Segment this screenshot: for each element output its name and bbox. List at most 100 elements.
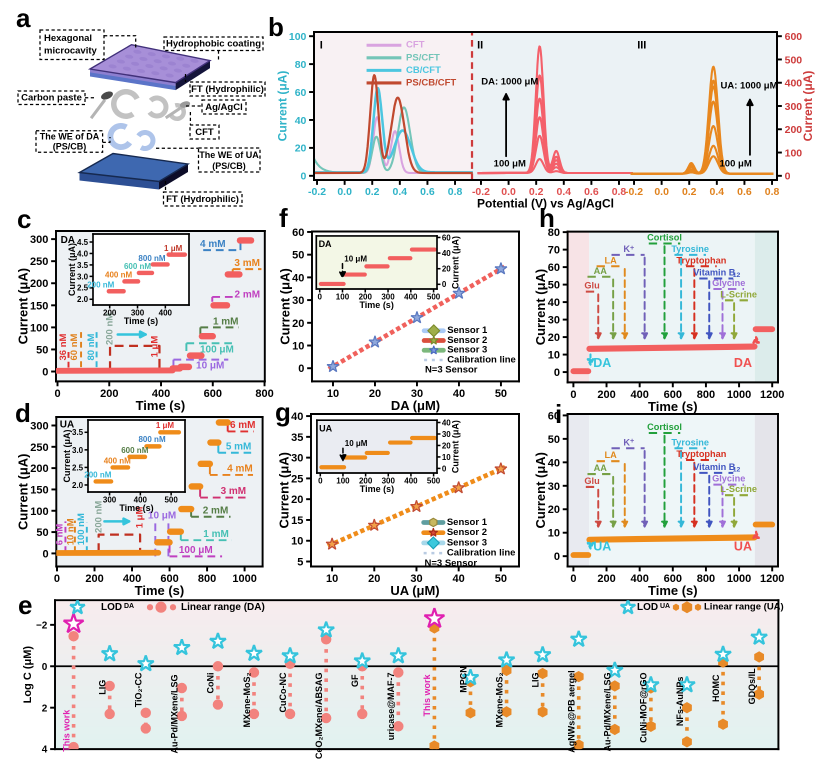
- svg-text:Sensor 3: Sensor 3: [447, 345, 487, 356]
- svg-text:3.0: 3.0: [77, 272, 89, 281]
- svg-text:400 nM: 400 nM: [104, 456, 131, 465]
- svg-text:100 μM: 100 μM: [720, 158, 752, 169]
- svg-text:80: 80: [548, 227, 560, 239]
- svg-text:TiO₂-CC: TiO₂-CC: [134, 672, 144, 707]
- svg-text:+: +: [630, 436, 634, 445]
- svg-text:10: 10: [291, 536, 303, 548]
- svg-text:300: 300: [30, 420, 48, 432]
- svg-text:20: 20: [291, 494, 303, 506]
- svg-text:1200: 1200: [760, 573, 784, 585]
- svg-text:Current (μA): Current (μA): [15, 268, 30, 344]
- svg-text:Tryptophan: Tryptophan: [676, 449, 726, 459]
- svg-text:400: 400: [404, 477, 418, 486]
- svg-text:i: i: [555, 399, 562, 429]
- svg-text:+: +: [630, 243, 634, 252]
- svg-text:0.4: 0.4: [393, 187, 408, 198]
- svg-text:0: 0: [54, 573, 60, 585]
- svg-text:20: 20: [295, 144, 307, 155]
- svg-text:10 μM: 10 μM: [345, 439, 368, 448]
- svg-text:200: 200: [359, 477, 373, 486]
- svg-text:600: 600: [785, 32, 803, 43]
- svg-text:Current (μA): Current (μA): [533, 452, 548, 528]
- svg-text:DA: DA: [593, 356, 611, 370]
- svg-text:LIG: LIG: [530, 672, 540, 687]
- svg-text:100: 100: [336, 293, 350, 302]
- svg-text:Current (μA): Current (μA): [62, 429, 72, 482]
- svg-text:400: 400: [152, 388, 170, 400]
- svg-text:25: 25: [291, 473, 303, 485]
- svg-text:MXene-MoS₂: MXene-MoS₂: [494, 672, 504, 727]
- svg-text:250: 250: [30, 442, 48, 454]
- svg-text:Vitamin B: Vitamin B: [693, 462, 736, 472]
- svg-text:30: 30: [410, 573, 422, 585]
- svg-text:10: 10: [442, 453, 451, 462]
- svg-text:0.0: 0.0: [337, 187, 352, 198]
- svg-text:800: 800: [697, 389, 715, 401]
- svg-text:1 μM: 1 μM: [156, 421, 175, 430]
- svg-text:600: 600: [664, 573, 682, 585]
- svg-text:400 nM: 400 nM: [105, 270, 132, 279]
- svg-text:60: 60: [442, 233, 451, 242]
- svg-text:DA: DA: [61, 235, 75, 246]
- svg-text:AgNWs@PB aergel: AgNWs@PB aergel: [567, 670, 577, 752]
- svg-text:AA: AA: [594, 463, 608, 473]
- svg-text:Time (s): Time (s): [359, 300, 393, 310]
- svg-text:1200: 1200: [760, 389, 784, 401]
- svg-text:500: 500: [427, 477, 441, 486]
- svg-text:10 μM: 10 μM: [344, 255, 367, 264]
- svg-text:Current (μA): Current (μA): [275, 71, 289, 142]
- svg-text:e: e: [18, 590, 32, 620]
- svg-text:10: 10: [548, 528, 560, 540]
- svg-text:CuNi-MOF@rGO: CuNi-MOF@rGO: [639, 672, 649, 742]
- svg-text:Glu: Glu: [584, 281, 599, 291]
- svg-text:300: 300: [103, 496, 117, 505]
- svg-text:N=3 Sensor: N=3 Sensor: [425, 364, 478, 375]
- svg-text:100 μM: 100 μM: [179, 545, 213, 556]
- svg-text:800 nM: 800 nM: [138, 435, 165, 444]
- svg-text:0.0: 0.0: [501, 187, 516, 198]
- svg-text:100 nM: 100 nM: [76, 513, 87, 545]
- svg-text:200: 200: [100, 388, 118, 400]
- svg-text:4: 4: [42, 745, 48, 756]
- svg-text:I: I: [320, 39, 323, 51]
- svg-text:600 nM: 600 nM: [124, 262, 151, 271]
- svg-text:30: 30: [548, 315, 560, 327]
- svg-text:100: 100: [785, 148, 803, 159]
- svg-text:0: 0: [554, 367, 560, 379]
- svg-text:b: b: [268, 12, 284, 42]
- svg-text:Potential (V) vs Ag/AgCl: Potential (V) vs Ag/AgCl: [477, 197, 614, 211]
- svg-text:Time (s): Time (s): [136, 398, 186, 413]
- svg-text:0: 0: [442, 280, 447, 289]
- svg-text:f: f: [279, 203, 288, 233]
- svg-text:10: 10: [326, 573, 338, 585]
- svg-text:10 nM: 10 nM: [66, 518, 77, 545]
- svg-text:60: 60: [548, 262, 560, 274]
- svg-text:15: 15: [291, 515, 303, 527]
- svg-text:800 nM: 800 nM: [138, 254, 165, 263]
- svg-text:GDQs/IL: GDQs/IL: [747, 668, 757, 705]
- svg-text:Log C (μM): Log C (μM): [22, 646, 34, 704]
- svg-text:UA: UA: [593, 540, 611, 554]
- svg-text:40: 40: [442, 249, 451, 258]
- svg-text:UA: UA: [660, 603, 670, 610]
- svg-text:DA: DA: [734, 356, 752, 370]
- svg-text:0.2: 0.2: [529, 187, 544, 198]
- svg-text:250: 250: [30, 256, 48, 268]
- svg-text:Glu: Glu: [584, 476, 599, 486]
- svg-text:10 μM: 10 μM: [148, 511, 176, 522]
- svg-text:This work: This work: [422, 674, 432, 717]
- svg-text:40: 40: [295, 116, 307, 127]
- svg-text:MPCN: MPCN: [458, 666, 468, 692]
- svg-text:L-Scrine: L-Scrine: [720, 484, 757, 494]
- svg-text:40: 40: [548, 457, 560, 469]
- svg-text:0: 0: [554, 551, 560, 563]
- svg-text:3.0: 3.0: [72, 446, 84, 455]
- svg-text:400: 400: [404, 293, 418, 302]
- svg-text:200 nM: 200 nM: [87, 281, 114, 290]
- svg-text:PS/CB/CFT: PS/CB/CFT: [406, 77, 456, 88]
- svg-text:10: 10: [292, 341, 304, 353]
- svg-text:35: 35: [291, 432, 303, 444]
- svg-text:2 mM: 2 mM: [235, 290, 261, 301]
- svg-text:0: 0: [54, 388, 60, 400]
- svg-text:5: 5: [297, 556, 303, 568]
